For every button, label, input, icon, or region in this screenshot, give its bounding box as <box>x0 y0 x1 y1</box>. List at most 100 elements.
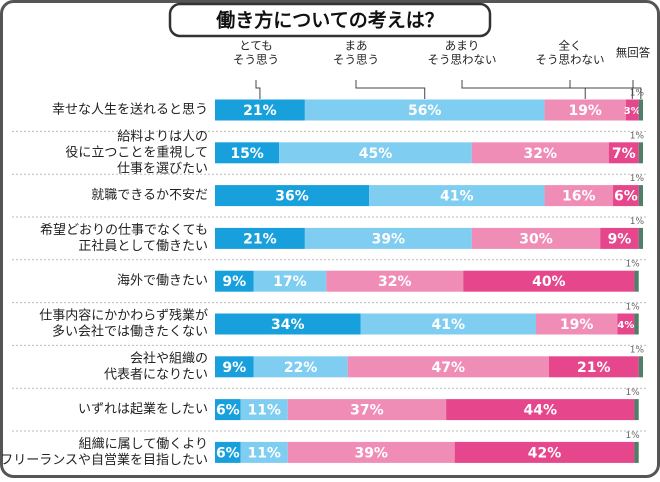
bar-segment <box>287 441 455 463</box>
legend-label: まあ <box>345 39 368 53</box>
legend-label: 無回答 <box>616 46 651 60</box>
value-label: 11% <box>247 445 281 461</box>
bar-segment <box>536 313 618 335</box>
category-label: 役に立つことを重視して <box>65 144 208 160</box>
value-label: 39% <box>372 231 406 247</box>
bar-segment <box>471 142 609 164</box>
bar-segment <box>600 227 639 249</box>
bar-segment <box>240 399 288 421</box>
category-label: 組織に属して働くより <box>79 437 208 452</box>
bar-segment <box>215 227 305 249</box>
value-label: 32% <box>524 146 558 162</box>
value-label: 32% <box>378 274 412 290</box>
value-label: 7% <box>612 146 636 162</box>
bar-segment <box>326 270 464 292</box>
value-label: 1% <box>625 388 640 398</box>
value-label: 42% <box>528 445 562 461</box>
bar-segment <box>544 99 626 121</box>
bar-segment <box>463 270 635 292</box>
legend-label: そう思う <box>333 53 379 67</box>
category-label: 仕事内容にかかわらず残業が <box>39 308 208 324</box>
value-label: 1% <box>625 303 640 313</box>
category-label: 就職できるか不安だ <box>91 188 208 203</box>
value-label: 9% <box>608 231 632 247</box>
bar-segment <box>544 185 614 207</box>
legend-leader <box>569 80 633 99</box>
legend-label: そう思わない <box>428 53 497 67</box>
bar-segment <box>369 185 545 207</box>
value-label: 1% <box>625 260 640 270</box>
value-label: 1% <box>630 217 645 227</box>
value-label: 19% <box>568 103 602 119</box>
value-label: 47% <box>432 360 466 376</box>
value-label: 1% <box>630 174 645 184</box>
value-label: 1% <box>630 345 645 355</box>
legend-leader <box>632 80 642 99</box>
chart-title: 働き方についての考えは？ <box>215 9 443 32</box>
bar-segment <box>215 99 305 121</box>
bar-segment <box>638 185 643 207</box>
bar-segment <box>215 185 370 207</box>
legend-leader <box>355 80 426 99</box>
bar-segment <box>446 399 635 421</box>
value-label: 34% <box>271 317 305 333</box>
bar-segment <box>638 356 643 378</box>
bar-segment <box>279 142 472 164</box>
value-label: 40% <box>532 274 566 290</box>
title-box <box>168 2 492 38</box>
category-label: 代表者になりたい <box>104 367 208 382</box>
value-label: 21% <box>243 231 277 247</box>
value-label: 11% <box>247 403 281 419</box>
bar-segment <box>634 441 639 463</box>
bar-segment <box>304 99 545 121</box>
category-label: 給料よりは人の <box>117 129 208 144</box>
category-label: 仕事を選びたい <box>117 161 208 176</box>
bar-segment <box>304 227 472 249</box>
value-label: 39% <box>354 445 388 461</box>
value-label: 17% <box>273 274 307 290</box>
value-label: 6% <box>216 403 240 419</box>
value-label: 45% <box>359 146 393 162</box>
bar-segment <box>360 313 536 335</box>
bar-segment <box>215 399 241 421</box>
value-label: 36% <box>275 189 309 205</box>
bar-segment <box>617 313 635 335</box>
bar-segment <box>613 185 639 207</box>
value-label: 9% <box>222 360 246 376</box>
bar-segment <box>253 270 327 292</box>
legend-label: 全く <box>559 39 582 53</box>
bar-segment <box>215 142 280 164</box>
bar-segment <box>454 441 635 463</box>
bar-segment <box>240 441 288 463</box>
value-label: 30% <box>519 231 553 247</box>
bar-segment <box>634 313 639 335</box>
bar-segment <box>634 399 639 421</box>
category-label: 多い会社では働きたくない <box>52 324 208 340</box>
bar-segment <box>287 399 447 421</box>
value-label: 1% <box>630 89 645 99</box>
value-label: 21% <box>243 103 277 119</box>
category-label: フリーランスや自営業を目指したい <box>0 452 208 468</box>
category-label: 海外で働きたい <box>117 274 208 289</box>
bar-segment <box>347 356 549 378</box>
bar-segment <box>608 142 639 164</box>
value-label: 4% <box>617 320 634 331</box>
bar-segment <box>253 356 348 378</box>
legend-label: とても <box>239 39 273 53</box>
value-label: 3% <box>624 106 641 117</box>
value-label: 44% <box>524 403 558 419</box>
category-label: 希望どおりの仕事でなくても <box>40 222 208 238</box>
bar-segment <box>634 270 639 292</box>
bar-segment <box>548 356 639 378</box>
value-label: 6% <box>216 445 240 461</box>
value-label: 15% <box>230 146 264 162</box>
category-label: いずれは起業をしたい <box>78 401 208 417</box>
bar-segment <box>638 99 643 121</box>
value-label: 41% <box>440 189 474 205</box>
value-label: 1% <box>625 431 640 441</box>
value-label: 9% <box>222 274 246 290</box>
bar-segment <box>215 356 254 378</box>
bar-segment <box>215 441 241 463</box>
legend-label: そう思わない <box>536 53 605 67</box>
